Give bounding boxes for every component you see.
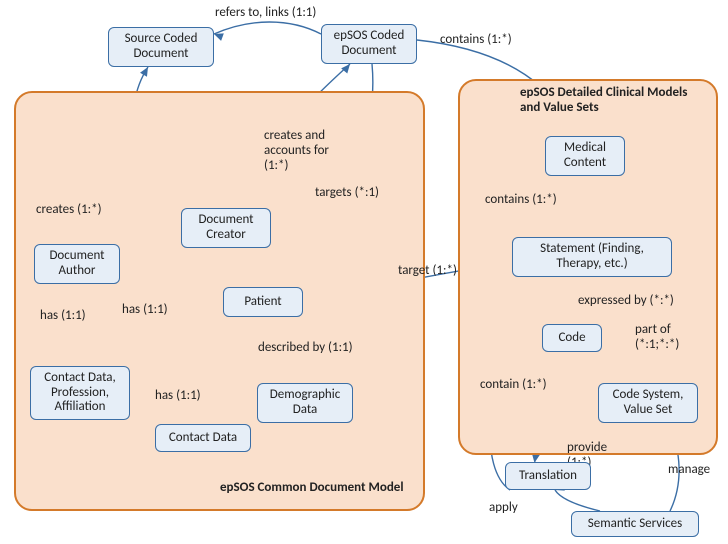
- node-patient: Patient: [223, 287, 303, 317]
- edge-label: has (1:1): [155, 388, 201, 403]
- node-code-system: Code System, Value Set: [598, 383, 698, 423]
- node-doc-author: Document Author: [34, 244, 120, 284]
- edge-label: targets (*:1): [315, 185, 379, 200]
- node-semantic-svc: Semantic Services: [571, 511, 699, 537]
- edge-label: contains (1:*): [440, 32, 512, 47]
- panel-title: epSOS Detailed Clinical Models and Value…: [520, 85, 687, 115]
- edge-label: part of (*:1;*:*): [635, 322, 679, 352]
- edge-label: described by (1:1): [258, 340, 353, 355]
- edge-label: creates and accounts for (1:*): [264, 128, 329, 173]
- edge-label: contain (1:*): [480, 377, 547, 392]
- edge-label: creates (1:*): [36, 202, 102, 217]
- node-source-coded-doc: Source Coded Document: [108, 27, 214, 67]
- edge-label: expressed by (*:*): [578, 293, 674, 308]
- node-demo-data: Demographic Data: [257, 383, 353, 423]
- edge-label: has (1:1): [122, 302, 168, 317]
- node-doc-creator: Document Creator: [181, 208, 271, 248]
- edge-label: contains (1:*): [485, 192, 557, 207]
- node-contact-prof: Contact Data, Profession, Affiliation: [30, 366, 130, 420]
- edge-label: manage: [668, 462, 710, 477]
- node-med-content: Medical Content: [545, 136, 625, 176]
- node-contact-data: Contact Data: [155, 424, 251, 452]
- edge-label: refers to, links (1:1): [215, 5, 316, 20]
- node-epsos-coded-doc: epSOS Coded Document: [321, 24, 417, 64]
- node-statement: Statement (Finding, Therapy, etc.): [512, 237, 672, 277]
- node-code: Code: [542, 324, 602, 352]
- edge-epsos-coded-doc-source-coded-doc: [214, 22, 321, 34]
- edge-label: target (1:*): [398, 263, 457, 278]
- panel-title: epSOS Common Document Model: [220, 480, 404, 495]
- edge-label: apply: [489, 500, 518, 515]
- node-translation: Translation: [505, 462, 591, 490]
- edge-label: has (1:1): [40, 308, 86, 323]
- edge-semantic-svc-translation: [555, 490, 600, 511]
